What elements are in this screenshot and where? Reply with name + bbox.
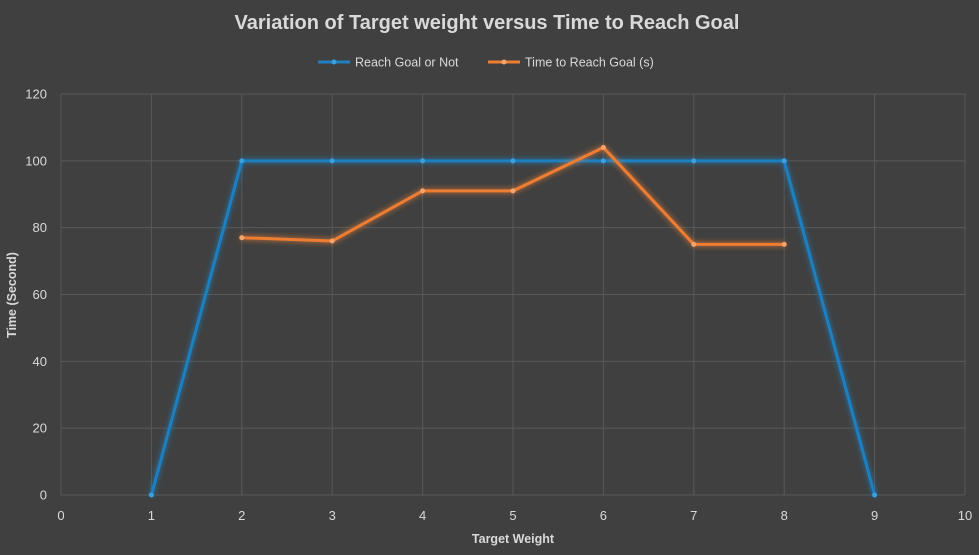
- data-point-time-to-reach-goal[interactable]: [600, 144, 606, 150]
- y-tick-label: 120: [25, 87, 47, 102]
- x-tick-label: 3: [329, 508, 336, 523]
- chart-title: Variation of Target weight versus Time t…: [235, 12, 740, 34]
- legend-item-reach-goal[interactable]: Reach Goal or Not: [318, 56, 459, 70]
- y-tick-label: 40: [33, 354, 47, 369]
- x-tick-label: 10: [958, 508, 972, 523]
- series-reach-goal: [148, 158, 878, 498]
- data-point-time-to-reach-goal[interactable]: [781, 241, 787, 247]
- x-tick-label: 2: [238, 508, 245, 523]
- data-point-time-to-reach-goal[interactable]: [691, 241, 697, 247]
- data-point-time-to-reach-goal[interactable]: [329, 238, 335, 244]
- y-axis-title: Time (Second): [5, 252, 19, 338]
- y-tick-label: 100: [25, 153, 47, 168]
- data-point-time-to-reach-goal[interactable]: [510, 188, 516, 194]
- legend-item-time-to-reach-goal[interactable]: Time to Reach Goal (s): [488, 56, 654, 70]
- data-point-reach-goal[interactable]: [148, 492, 154, 498]
- gridlines: [60, 93, 966, 496]
- data-point-reach-goal[interactable]: [691, 158, 697, 164]
- data-point-reach-goal[interactable]: [600, 158, 606, 164]
- x-tick-label: 6: [600, 508, 607, 523]
- data-point-time-to-reach-goal[interactable]: [420, 188, 426, 194]
- plot-series: [148, 144, 878, 498]
- y-tick-label: 60: [33, 287, 47, 302]
- x-tick-label: 9: [871, 508, 878, 523]
- data-point-reach-goal[interactable]: [781, 158, 787, 164]
- x-tick-label: 1: [148, 508, 155, 523]
- legend: Reach Goal or Not Time to Reach Goal (s): [318, 56, 654, 70]
- data-point-reach-goal[interactable]: [872, 492, 878, 498]
- y-tick-label: 0: [40, 488, 47, 503]
- data-point-time-to-reach-goal[interactable]: [239, 235, 245, 241]
- y-tick-label: 20: [33, 421, 47, 436]
- data-point-reach-goal[interactable]: [329, 158, 335, 164]
- x-tick-label: 7: [690, 508, 697, 523]
- legend-label-reach-goal: Reach Goal or Not: [355, 56, 459, 70]
- data-point-reach-goal[interactable]: [239, 158, 245, 164]
- y-tick-label: 80: [33, 220, 47, 235]
- legend-label-time-to-reach-goal: Time to Reach Goal (s): [525, 56, 654, 70]
- data-point-reach-goal[interactable]: [420, 158, 426, 164]
- x-tick-label: 5: [509, 508, 516, 523]
- legend-marker-time-to-reach-goal: [501, 59, 507, 65]
- tick-labels: 0 20 40 60 80 100 120 0 1 2 3 4 5 6 7 8 9 10: [25, 87, 972, 524]
- data-point-reach-goal[interactable]: [510, 158, 516, 164]
- x-tick-label: 4: [419, 508, 426, 523]
- series-time-to-reach-goal: [239, 144, 787, 247]
- x-tick-label: 0: [57, 508, 64, 523]
- legend-marker-reach-goal: [331, 59, 337, 65]
- x-axis-title: Target Weight: [472, 532, 555, 546]
- x-tick-label: 8: [781, 508, 788, 523]
